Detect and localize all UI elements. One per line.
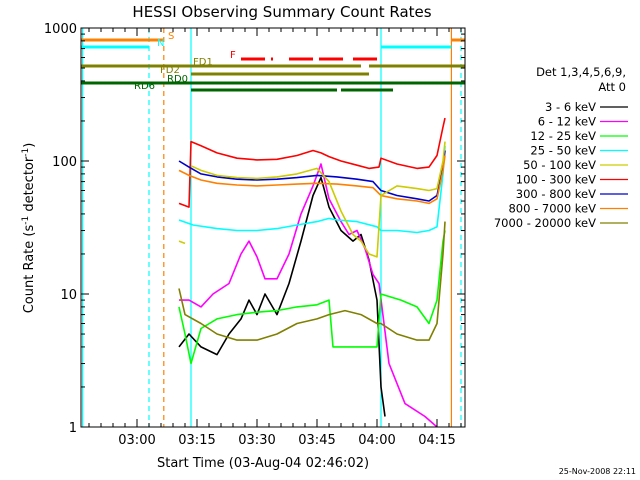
y-tick-label: 100 bbox=[52, 155, 77, 170]
flag-label-n: N bbox=[157, 38, 164, 49]
y-tick-label: 1000 bbox=[44, 22, 77, 37]
flag-label-rd0: RD0 bbox=[167, 74, 188, 85]
y-tick-label: 1 bbox=[69, 421, 77, 436]
series-line-8 bbox=[178, 221, 446, 341]
series-line-1 bbox=[179, 163, 438, 427]
x-tick-label: 03:15 bbox=[178, 433, 215, 448]
x-tick-label: 03:30 bbox=[238, 433, 275, 448]
series-line-overlay-0 bbox=[190, 141, 446, 258]
legend-header-line1: Det 1,3,4,5,6,9, bbox=[536, 65, 626, 79]
y-axis: 1 10 100 1000 bbox=[44, 22, 465, 436]
legend-entry-label: 300 - 800 keV bbox=[516, 187, 596, 201]
x-tick-label: 04:15 bbox=[418, 433, 455, 448]
flag-label-f: F bbox=[230, 50, 236, 61]
chart-title: HESSI Observing Summary Count Rates bbox=[132, 3, 431, 21]
timestamp: 25-Nov-2008 22:11 bbox=[559, 467, 636, 476]
x-tick-label: 04:00 bbox=[358, 433, 395, 448]
x-tick-label: 03:00 bbox=[118, 433, 155, 448]
legend-entry-label: 100 - 300 keV bbox=[516, 173, 596, 187]
series-line-4 bbox=[178, 240, 186, 245]
legend-entry-label: 50 - 100 keV bbox=[523, 158, 596, 172]
y-tick-label: 10 bbox=[60, 288, 77, 303]
y-axis-label: Count Rate (s-1 detector-1) bbox=[21, 143, 37, 314]
legend-entry-label: 6 - 12 keV bbox=[538, 115, 596, 129]
legend-entry-label: 12 - 25 keV bbox=[530, 129, 596, 143]
series-line-3 bbox=[178, 145, 446, 234]
series-line-6 bbox=[178, 150, 446, 202]
plot-frame bbox=[80, 27, 466, 428]
x-axis: 03:00 03:15 03:30 03:45 04:00 04:15 bbox=[88, 28, 462, 448]
legend-entry-label: 800 - 7000 keV bbox=[508, 202, 596, 216]
x-tick-label: 03:45 bbox=[298, 433, 335, 448]
flag-bars bbox=[81, 38, 465, 92]
series-line-5 bbox=[178, 117, 446, 208]
legend-entry-label: 7000 - 20000 keV bbox=[494, 216, 596, 230]
series-group bbox=[178, 117, 446, 427]
legend-entry-label: 25 - 50 keV bbox=[530, 144, 596, 158]
series-line-7 bbox=[178, 155, 446, 205]
legend-header-line2: Att 0 bbox=[598, 80, 626, 94]
flag-label-fd2: FD2 bbox=[160, 65, 180, 76]
series-line-2 bbox=[178, 230, 446, 365]
flag-label-rd6: RD6 bbox=[134, 81, 155, 92]
x-axis-label: Start Time (03-Aug-04 02:46:02) bbox=[157, 456, 369, 471]
legend-entry-label: 3 - 6 keV bbox=[545, 100, 596, 114]
flag-label-s: S bbox=[168, 31, 174, 42]
flag-label-fd1: FD1 bbox=[193, 57, 213, 68]
